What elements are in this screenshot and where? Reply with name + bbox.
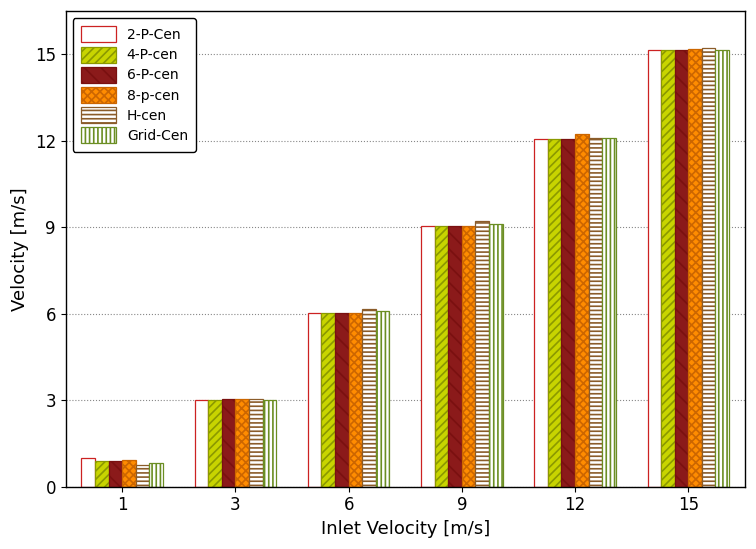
Bar (575, 133, 589, 486)
Bar (209, 400, 222, 486)
Bar (562, 139, 575, 486)
Bar (462, 226, 476, 486)
Bar (249, 399, 262, 486)
Bar (589, 138, 603, 486)
Bar (702, 48, 715, 486)
Bar (95, 461, 109, 486)
Bar (603, 138, 616, 486)
Bar (195, 400, 209, 486)
Bar (222, 399, 235, 486)
Bar (109, 461, 122, 486)
X-axis label: Inlet Velocity [m/s]: Inlet Velocity [m/s] (321, 520, 490, 538)
Bar (235, 399, 249, 486)
Bar (534, 139, 548, 486)
Bar (476, 221, 489, 486)
Bar (548, 139, 562, 486)
Bar (335, 313, 349, 486)
Bar (648, 50, 661, 486)
Bar (715, 50, 729, 486)
Bar (362, 310, 376, 486)
Bar (122, 460, 136, 486)
Bar (150, 463, 163, 486)
Bar (262, 400, 276, 486)
Bar (321, 313, 335, 486)
Bar (82, 458, 95, 486)
Bar (448, 226, 462, 486)
Bar (688, 49, 702, 486)
Bar (376, 311, 389, 486)
Bar (421, 226, 435, 486)
Bar (435, 226, 448, 486)
Bar (674, 50, 688, 486)
Bar (489, 225, 503, 486)
Bar (661, 50, 674, 486)
Bar (308, 313, 321, 486)
Bar (349, 313, 362, 486)
Y-axis label: Velocity [m/s]: Velocity [m/s] (11, 187, 29, 311)
Bar (136, 465, 150, 486)
Legend: 2-P-Cen, 4-P-cen, 6-P-cen, 8-p-cen, H-cen, Grid-Cen: 2-P-Cen, 4-P-cen, 6-P-cen, 8-p-cen, H-ce… (73, 18, 197, 152)
